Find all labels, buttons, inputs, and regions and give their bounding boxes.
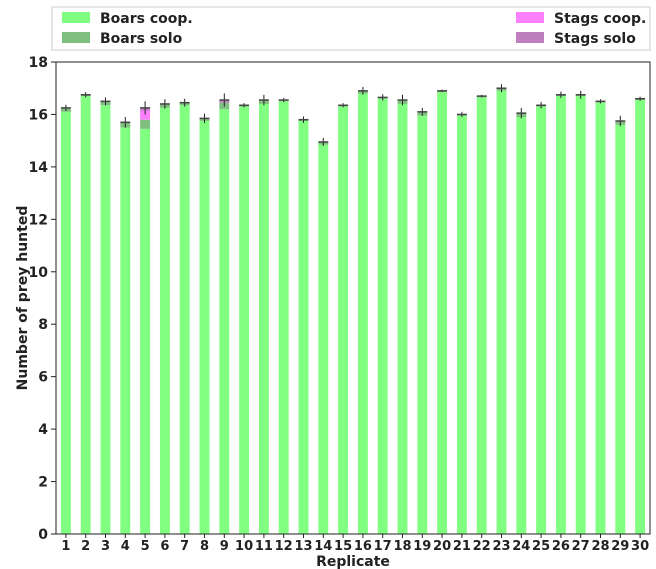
x-tick-label: 9 (220, 539, 229, 554)
x-tick-label: 2 (81, 539, 90, 554)
x-tick-label: 22 (473, 539, 491, 554)
bar-boars-coop (555, 96, 566, 534)
x-tick-label: 15 (334, 539, 352, 554)
x-tick-label: 11 (255, 539, 273, 554)
y-tick-label: 2 (38, 475, 48, 491)
legend-swatch-1 (62, 32, 90, 43)
x-tick-label: 23 (492, 539, 510, 554)
x-tick-label: 5 (141, 539, 150, 554)
y-axis: 0 2 4 6 8 10 12 14 16 18 (29, 55, 56, 543)
bar-boars-coop (437, 92, 448, 535)
legend-label-2: Stags coop. (554, 11, 646, 27)
x-tick-label: 30 (631, 539, 649, 554)
x-tick-label: 14 (314, 539, 332, 554)
x-tick-label: 3 (101, 539, 110, 554)
bar-boars-coop (377, 98, 388, 534)
bar-boars-coop (476, 97, 487, 535)
bar-boars-coop (338, 106, 349, 535)
y-tick-label: 14 (29, 160, 49, 176)
y-tick-label: 18 (29, 55, 48, 71)
x-axis: 1 2 3 4 5 6 7 8 9 10 11 12 13 14 15 16 17 18 19 20 21 22 23 24 2… (61, 534, 649, 554)
bar-boars-coop (417, 115, 428, 534)
bar-boars-coop (496, 90, 507, 534)
bar-boars-coop (278, 101, 289, 534)
x-tick-label: 20 (433, 539, 451, 554)
x-tick-label: 16 (354, 539, 372, 554)
bar-boars-coop (298, 121, 309, 534)
bar-boars-coop (179, 105, 190, 535)
bar-boars-coop (536, 106, 547, 535)
bar-stags-coop (140, 110, 151, 120)
x-tick-label: 21 (453, 539, 471, 554)
x-tick-label: 12 (275, 539, 293, 554)
y-tick-label: 16 (29, 107, 48, 123)
bar-boars-coop (318, 144, 329, 534)
x-tick-label: 13 (294, 539, 312, 554)
legend-swatch-3 (516, 32, 544, 43)
x-tick-label: 29 (611, 539, 629, 554)
y-tick-label: 0 (38, 527, 48, 543)
bar-boars-coop (199, 121, 210, 534)
y-tick-label: 12 (29, 212, 48, 228)
legend-label-0: Boars coop. (100, 11, 193, 27)
bar-boars-coop (516, 117, 527, 535)
bar-boars-coop (140, 128, 151, 534)
bar-boars-coop (239, 106, 250, 535)
y-axis-label: Number of prey hunted (15, 206, 31, 391)
bar-boars-coop (120, 127, 131, 535)
x-axis-label: Replicate (316, 554, 390, 569)
bar-boars-coop (595, 102, 606, 535)
bar-boars-coop (100, 105, 111, 535)
bar-boars-coop (575, 96, 586, 534)
bar-boars-coop (80, 96, 91, 534)
bar-boars-solo (140, 119, 151, 129)
x-tick-label: 26 (552, 539, 570, 554)
x-tick-label: 6 (160, 539, 169, 554)
bar-boars-coop (159, 107, 170, 534)
bar-boars-coop (456, 115, 467, 534)
legend-label-3: Stags solo (554, 31, 636, 47)
x-tick-label: 7 (180, 539, 189, 554)
y-tick-label: 10 (29, 265, 49, 281)
legend: Boars coop. Boars solo Stags coop. Stags so… (51, 6, 651, 51)
x-tick-label: 17 (374, 539, 392, 554)
x-tick-label: 28 (591, 539, 609, 554)
legend-frame (51, 6, 651, 51)
y-tick-label: 8 (38, 317, 48, 333)
x-tick-label: 24 (512, 539, 530, 554)
x-tick-label: 8 (200, 539, 209, 554)
bar-boars-coop (219, 109, 230, 534)
x-tick-label: 1 (61, 539, 70, 554)
bar-boars-coop (60, 111, 71, 535)
bar-boars-coop (615, 124, 626, 534)
bar-boars-coop (258, 103, 269, 534)
y-tick-label: 4 (38, 422, 48, 438)
x-tick-label: 19 (413, 539, 431, 554)
x-tick-label: 25 (532, 539, 550, 554)
x-tick-label: 18 (393, 539, 411, 554)
legend-label-1: Boars solo (100, 31, 183, 47)
x-tick-label: 4 (121, 539, 130, 554)
x-tick-label: 10 (235, 539, 253, 554)
legend-swatch-0 (62, 12, 90, 23)
legend-swatch-2 (516, 12, 544, 23)
bar-boars-coop (397, 103, 408, 534)
bar-boars-coop (635, 100, 646, 535)
bar-boars-coop (357, 93, 368, 534)
plot-frame (55, 61, 651, 535)
x-tick-label: 27 (572, 539, 590, 554)
y-tick-label: 6 (38, 370, 48, 386)
